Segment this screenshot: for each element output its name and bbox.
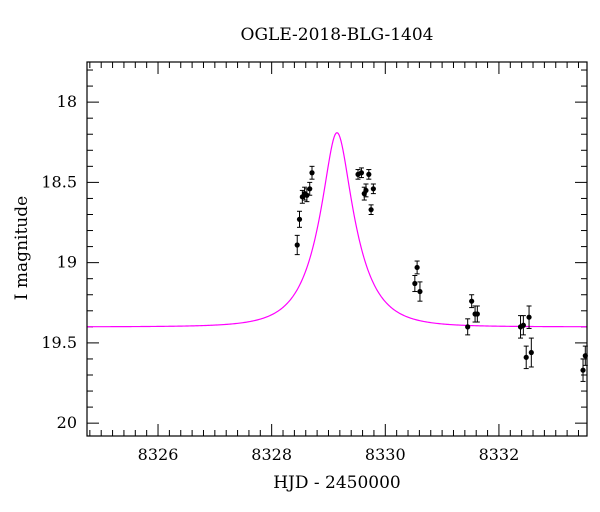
data-marker (309, 170, 315, 176)
data-point (417, 281, 423, 302)
data-point (363, 183, 369, 198)
data-point (474, 305, 480, 323)
data-marker (526, 314, 532, 320)
tick-labels: 8326 8328 8330 8332 18 18.5 19 19.5 20 (41, 92, 519, 464)
x-tick-label: 8332 (479, 445, 520, 464)
data-point (370, 183, 376, 195)
data-point (296, 210, 303, 228)
data-marker (465, 324, 471, 330)
data-marker (474, 311, 480, 317)
data-points-layer (294, 165, 588, 382)
data-point (526, 305, 532, 329)
y-tick-label: 19 (57, 253, 77, 272)
data-point (358, 167, 365, 179)
data-point (469, 294, 475, 309)
model-curve (87, 131, 587, 328)
data-point (414, 260, 420, 275)
axis-ticks (87, 62, 587, 436)
data-point (294, 234, 300, 256)
data-point (523, 345, 529, 370)
data-point (309, 165, 315, 180)
data-marker (417, 288, 423, 295)
x-tick-label: 8326 (138, 445, 179, 464)
x-tick-label: 8328 (251, 445, 292, 464)
data-point (528, 337, 534, 368)
data-point (520, 315, 526, 336)
data-marker (412, 280, 418, 287)
data-marker (414, 264, 420, 271)
y-tick-label: 20 (57, 413, 77, 432)
model-curve-layer (87, 131, 587, 328)
data-point (412, 274, 418, 293)
data-marker (520, 322, 526, 328)
data-marker (528, 349, 534, 356)
data-point (368, 204, 374, 215)
data-marker (366, 171, 372, 177)
data-marker (368, 207, 374, 213)
x-tick-label: 8330 (365, 445, 406, 464)
data-point (580, 358, 586, 382)
data-point (465, 318, 471, 336)
data-marker (307, 186, 313, 192)
data-marker (523, 354, 529, 360)
y-tick-label: 18.5 (41, 172, 77, 191)
chart-title: OGLE-2018-BLG-1404 (241, 25, 434, 45)
x-axis-title: HJD - 2450000 (273, 473, 401, 493)
data-marker (363, 187, 369, 194)
data-marker (370, 186, 376, 192)
y-tick-label: 18 (57, 92, 77, 111)
y-axis-title: I magnitude (12, 196, 32, 300)
data-point (304, 188, 310, 203)
data-marker (296, 216, 303, 222)
y-tick-label: 19.5 (41, 333, 77, 352)
data-marker (304, 192, 310, 198)
data-marker (580, 367, 586, 373)
data-marker (294, 242, 300, 248)
plot-frame (86, 61, 588, 437)
data-point (302, 186, 308, 201)
data-point (366, 169, 372, 180)
data-marker (358, 170, 365, 176)
data-marker (469, 298, 475, 304)
data-point (307, 181, 313, 196)
